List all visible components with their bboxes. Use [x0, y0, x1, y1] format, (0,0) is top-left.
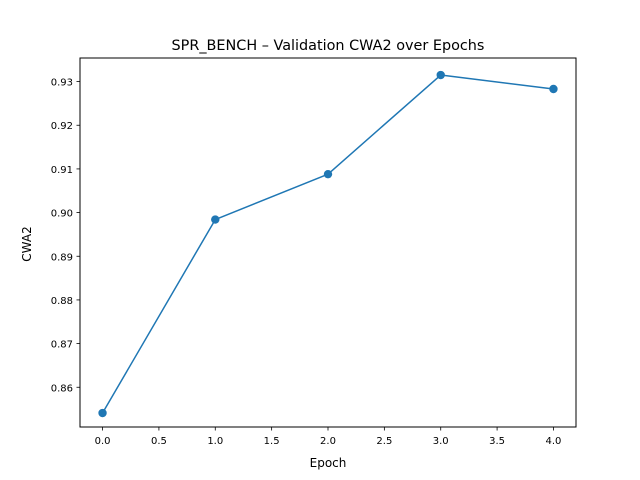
plot-series	[98, 70, 558, 418]
data-point	[211, 215, 220, 224]
x-tick-label: 0.0	[95, 436, 111, 447]
axes-frame	[79, 57, 577, 428]
x-tick-label: 2.5	[376, 436, 392, 447]
y-tick-label: 0.88	[51, 296, 73, 307]
x-tick-label: 1.5	[264, 436, 280, 447]
x-axis-label: Epoch	[310, 456, 347, 470]
x-tick-label: 3.5	[489, 436, 505, 447]
y-tick-label: 0.90	[51, 209, 73, 220]
y-axis: 0.86 0.87 0.88 0.89 0.90 0.91 0.92 0.93	[51, 78, 80, 394]
y-tick-label: 0.86	[51, 383, 73, 394]
y-tick-label: 0.93	[51, 78, 73, 89]
x-tick-label: 1.0	[207, 436, 223, 447]
y-axis-label: CWA2	[20, 226, 34, 261]
y-tick-label: 0.89	[51, 252, 73, 263]
y-tick-label: 0.92	[51, 121, 73, 132]
series-line	[101, 74, 554, 414]
x-tick-label: 4.0	[546, 436, 562, 447]
x-tick-label: 0.5	[151, 436, 167, 447]
data-point	[98, 408, 107, 418]
y-tick-label: 0.91	[51, 165, 73, 176]
x-axis: 0.0 0.5 1.0 1.5 2.0 2.5 3.0 3.5 4.0	[95, 427, 562, 447]
chart-title: SPR_BENCH – Validation CWA2 over Epochs	[172, 38, 485, 54]
data-point	[436, 70, 445, 80]
x-tick-label: 3.0	[433, 436, 449, 447]
y-tick-label: 0.87	[51, 340, 73, 351]
data-point	[323, 169, 333, 179]
x-tick-label: 2.0	[320, 436, 336, 447]
data-point	[549, 84, 558, 94]
